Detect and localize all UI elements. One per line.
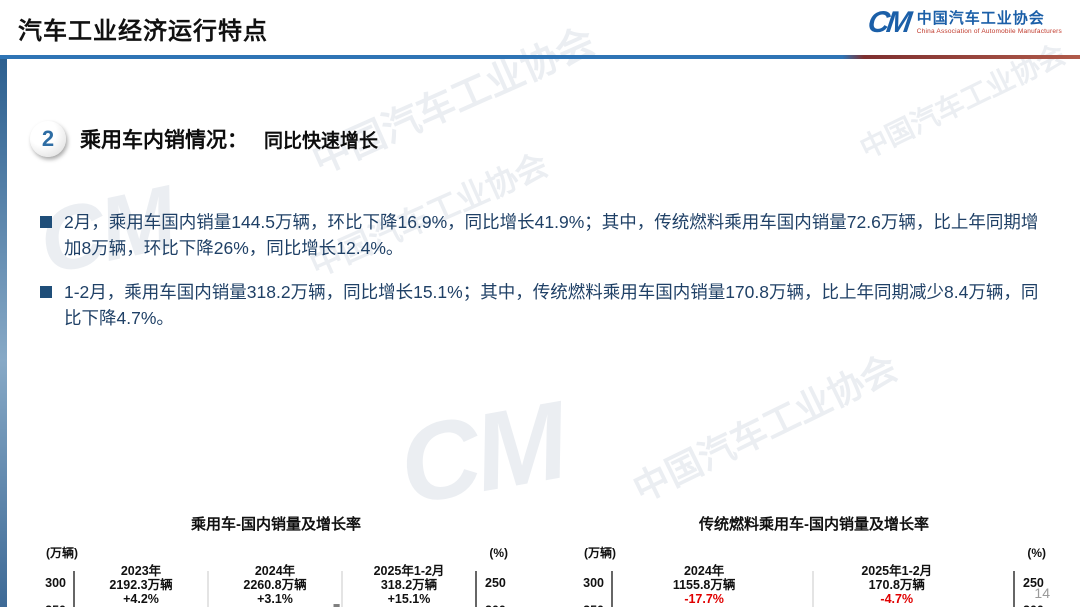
svg-text:250: 250 xyxy=(1023,576,1044,590)
watermark-text: 中国汽车工业协会 xyxy=(626,346,904,510)
chart-traditional-fuel-svg: 传统燃料乘用车-国内销量及增长率(万辆)(%)30025020015010050… xyxy=(583,515,1046,607)
svg-text:-17.7%: -17.7% xyxy=(684,592,724,606)
section-number-badge: 2 xyxy=(30,121,66,157)
svg-text:2025年1-2月: 2025年1-2月 xyxy=(374,563,445,578)
list-item: 1-2月，乘用车国内销量318.2万辆，同比增长15.1%；其中，传统燃料乘用车… xyxy=(40,279,1045,332)
svg-text:+3.1%: +3.1% xyxy=(257,592,293,606)
svg-text:200: 200 xyxy=(485,604,506,607)
svg-text:+4.2%: +4.2% xyxy=(123,592,159,606)
svg-text:300: 300 xyxy=(45,576,66,590)
caam-logo-subtext: China Association of Automobile Manufact… xyxy=(916,27,1062,35)
svg-text:2260.8万辆: 2260.8万辆 xyxy=(243,577,307,592)
svg-text:2023年: 2023年 xyxy=(121,563,162,578)
bullet-list: 2月，乘用车国内销量144.5万辆，环比下降16.9%，同比增长41.9%；其中… xyxy=(40,209,1045,331)
svg-text:+15.1%: +15.1% xyxy=(388,592,431,606)
svg-text:2024年: 2024年 xyxy=(255,563,296,578)
svg-text:2024年: 2024年 xyxy=(684,563,725,578)
svg-text:乘用车-国内销量及增长率: 乘用车-国内销量及增长率 xyxy=(190,515,361,533)
svg-text:-4.7%: -4.7% xyxy=(880,592,913,606)
svg-text:318.2万辆: 318.2万辆 xyxy=(381,577,438,592)
left-accent-stripe xyxy=(0,59,7,607)
svg-text:2025年1-2月: 2025年1-2月 xyxy=(861,563,932,578)
header: 汽车工业经济运行特点 CM 中国汽车工业协会 China Association… xyxy=(0,0,1080,55)
section-heading: 2 乘用车内销情况： 同比快速增长 xyxy=(30,121,1080,157)
list-item: 2月，乘用车国内销量144.5万辆，环比下降16.9%，同比增长41.9%；其中… xyxy=(40,209,1045,262)
square-bullet-icon xyxy=(40,285,52,298)
header-divider xyxy=(0,55,1080,59)
svg-text:1155.8万辆: 1155.8万辆 xyxy=(673,577,736,592)
svg-text:200: 200 xyxy=(1023,604,1044,607)
caam-logo-mark-icon: CM xyxy=(865,6,912,39)
svg-text:传统燃料乘用车-国内销量及增长率: 传统燃料乘用车-国内销量及增长率 xyxy=(698,515,929,533)
svg-text:(万辆): (万辆) xyxy=(584,545,616,560)
page-number: 14 xyxy=(1034,585,1050,601)
bullet-text-february: 2月，乘用车国内销量144.5万辆，环比下降16.9%，同比增长41.9%；其中… xyxy=(64,212,1039,259)
chart-passenger-cars: 乘用车-国内销量及增长率(万辆)(%)300250200150100500250… xyxy=(20,511,532,607)
square-bullet-icon xyxy=(40,216,52,228)
caam-logo-name: 中国汽车工业协会 xyxy=(916,10,1045,28)
chart-traditional-fuel: 传统燃料乘用车-国内销量及增长率(万辆)(%)30025020015010050… xyxy=(558,511,1070,607)
svg-text:250: 250 xyxy=(485,576,506,590)
svg-text:(%): (%) xyxy=(489,546,508,560)
section-title: 乘用车内销情况： xyxy=(80,129,248,152)
section-subtitle: 同比快速增长 xyxy=(264,130,379,152)
svg-text:170.8万辆: 170.8万辆 xyxy=(869,577,926,592)
bullet-text-jan-feb: 1-2月，乘用车国内销量318.2万辆，同比增长15.1%；其中，传统燃料乘用车… xyxy=(64,281,1039,328)
caam-logo: CM 中国汽车工业协会 China Association of Automob… xyxy=(865,6,1062,39)
svg-text:300: 300 xyxy=(583,576,604,590)
svg-text:(%): (%) xyxy=(1027,546,1046,560)
chart-passenger-cars-svg: 乘用车-国内销量及增长率(万辆)(%)300250200150100500250… xyxy=(45,515,508,607)
svg-text:250: 250 xyxy=(45,604,66,607)
svg-text:250: 250 xyxy=(583,604,604,607)
watermark-cm-logo: CM xyxy=(390,378,573,529)
charts-row: 乘用车-国内销量及增长率(万辆)(%)300250200150100500250… xyxy=(20,511,1080,607)
svg-text:(万辆): (万辆) xyxy=(46,545,78,560)
svg-text:2192.3万辆: 2192.3万辆 xyxy=(109,577,173,592)
page-title: 汽车工业经济运行特点 xyxy=(18,18,268,45)
